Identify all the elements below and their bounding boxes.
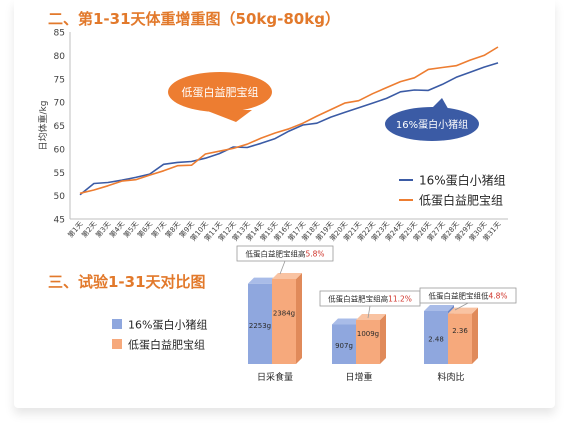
callout-text: 低蛋白益肥宝组高11.2% [328, 294, 412, 304]
category-label: 日采食量 [257, 371, 293, 383]
weight-chart-title: 二、第1-31天体重增重图（50kg-80kg） [48, 10, 340, 28]
callout-bubble-test [168, 72, 272, 112]
callout-prefix: 低蛋白益肥宝组高 [328, 294, 388, 304]
bar-test-top [272, 273, 302, 279]
y-tick-label: 50 [54, 192, 66, 202]
comparison-chart-title: 三、试验1-31天对比图 [48, 273, 206, 291]
callout-leader [367, 305, 371, 319]
bar-control-top [424, 305, 454, 311]
y-tick-label: 75 [54, 75, 65, 85]
series-line-test [79, 46, 499, 195]
callout-bubble-control [385, 107, 479, 141]
category-label: 日增重 [345, 371, 372, 383]
callout-text: 低蛋白益肥宝组高5.8% [245, 249, 324, 259]
callout-prefix: 低蛋白益肥宝组低 [428, 291, 488, 301]
y-tick-label: 85 [54, 29, 65, 39]
y-tick-label: 65 [54, 122, 65, 132]
callout-value: 11.2% [388, 295, 412, 304]
callout-prefix: 低蛋白益肥宝组高 [245, 249, 305, 259]
callout-value: 5.8% [305, 250, 324, 259]
bar-test [448, 313, 472, 364]
series-line-control [79, 62, 499, 196]
callout-leader [279, 260, 286, 275]
bar-control-top [248, 277, 278, 284]
bar-test-top [356, 314, 386, 320]
y-tick-label: 80 [54, 52, 66, 62]
legend-square-swatch [112, 319, 122, 329]
callout-pointer [205, 110, 252, 122]
bar-value-label: 2253g [249, 322, 271, 330]
bar-control [332, 324, 356, 364]
y-tick-label: 60 [54, 145, 66, 155]
callout-value: 4.8% [488, 292, 507, 301]
bar-test [272, 279, 296, 364]
legend-square-swatch [112, 339, 122, 349]
bar-test-side [296, 273, 302, 364]
bar-value-label: 2.36 [452, 327, 468, 335]
y-tick-label: 70 [54, 99, 66, 109]
bar-value-label: 907g [335, 342, 353, 350]
bar-control-top [332, 318, 362, 325]
bar-test-side [380, 314, 386, 364]
legend-label: 低蛋白益肥宝组 [419, 193, 503, 208]
legend-label: 16%蛋白小猪组 [419, 173, 506, 188]
callout-label-control: 16%蛋白小猪组 [396, 118, 468, 131]
y-tick-label: 55 [54, 169, 65, 179]
legend-label: 16%蛋白小猪组 [128, 318, 207, 332]
bar-value-label: 1009g [357, 330, 379, 338]
category-label: 料肉比 [437, 371, 464, 383]
bar-value-label: 2384g [273, 310, 295, 318]
weight-line-chart: 455055606570758085日均体重/kg第1天第2天第3天第4天第5天… [37, 29, 508, 243]
y-axis-label: 日均体重/kg [37, 101, 49, 151]
bar-control [248, 283, 272, 364]
bar-test-side [472, 307, 478, 364]
callout-leader [454, 302, 469, 311]
bar-test-top [448, 307, 478, 314]
bar-test [356, 320, 380, 364]
bar-value-label: 2.48 [428, 336, 444, 344]
y-tick-label: 45 [54, 216, 65, 226]
legend-label: 低蛋白益肥宝组 [128, 338, 205, 352]
callout-label-test: 低蛋白益肥宝组 [182, 85, 259, 99]
callout-text: 低蛋白益肥宝组低4.8% [428, 291, 507, 301]
bar-control [424, 311, 448, 364]
